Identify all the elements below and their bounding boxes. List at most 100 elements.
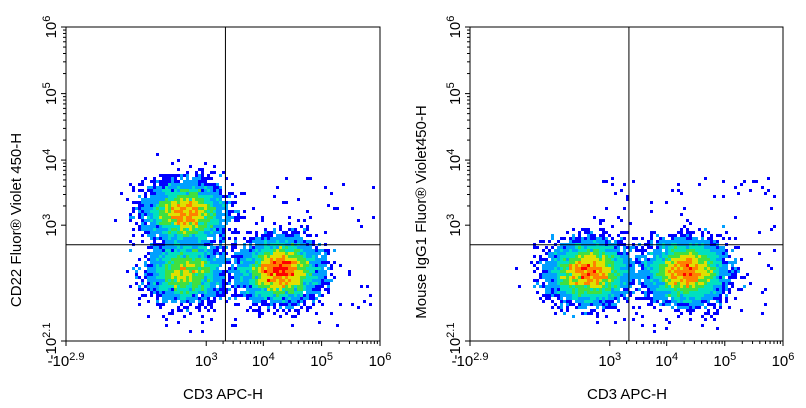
density-cell bbox=[255, 273, 258, 276]
density-cell bbox=[210, 246, 213, 249]
density-cell bbox=[611, 273, 614, 276]
density-cell bbox=[620, 276, 623, 279]
density-cell bbox=[716, 297, 719, 300]
density-cell bbox=[291, 294, 294, 297]
density-cell bbox=[716, 273, 719, 276]
density-cell bbox=[186, 249, 189, 252]
density-cell bbox=[713, 318, 716, 321]
density-cell bbox=[662, 276, 665, 279]
density-cell bbox=[186, 279, 189, 282]
density-cell bbox=[165, 216, 168, 219]
density-cell bbox=[180, 270, 183, 273]
density-cell bbox=[303, 285, 306, 288]
density-cell bbox=[207, 273, 210, 276]
density-cell bbox=[231, 216, 234, 219]
density-cell bbox=[294, 297, 297, 300]
density-cell bbox=[210, 210, 213, 213]
density-cell bbox=[677, 270, 680, 273]
density-cell bbox=[602, 309, 605, 312]
density-cell bbox=[204, 231, 207, 234]
density-cell bbox=[671, 234, 674, 237]
density-cell bbox=[713, 294, 716, 297]
density-cell bbox=[632, 237, 635, 240]
density-cell bbox=[171, 210, 174, 213]
density-cell bbox=[183, 288, 186, 291]
density-cell bbox=[749, 282, 752, 285]
density-cell bbox=[189, 285, 192, 288]
density-cell bbox=[677, 249, 680, 252]
density-cell bbox=[590, 312, 593, 315]
density-cell bbox=[267, 306, 270, 309]
density-cell bbox=[629, 273, 632, 276]
density-cell bbox=[192, 246, 195, 249]
density-cell bbox=[162, 195, 165, 198]
density-cell bbox=[246, 279, 249, 282]
density-cell bbox=[186, 231, 189, 234]
density-cell bbox=[198, 285, 201, 288]
density-cell bbox=[177, 288, 180, 291]
density-cell bbox=[198, 309, 201, 312]
density-cell bbox=[249, 291, 252, 294]
density-cell bbox=[731, 264, 734, 267]
density-cell bbox=[548, 249, 551, 252]
density-cell bbox=[180, 213, 183, 216]
density-cell bbox=[279, 270, 282, 273]
density-cell bbox=[638, 297, 641, 300]
density-cell bbox=[171, 201, 174, 204]
density-cell bbox=[219, 231, 222, 234]
density-cell bbox=[761, 312, 764, 315]
density-cell bbox=[147, 213, 150, 216]
density-cell bbox=[219, 282, 222, 285]
density-cell bbox=[599, 261, 602, 264]
density-cell bbox=[168, 237, 171, 240]
density-cell bbox=[171, 288, 174, 291]
density-cell bbox=[288, 240, 291, 243]
density-cell bbox=[590, 309, 593, 312]
density-cell bbox=[147, 189, 150, 192]
density-cell bbox=[542, 267, 545, 270]
density-cell bbox=[713, 258, 716, 261]
density-cell bbox=[138, 195, 141, 198]
density-cell bbox=[285, 285, 288, 288]
density-cell bbox=[650, 258, 653, 261]
density-cell bbox=[566, 309, 569, 312]
density-cell bbox=[635, 255, 638, 258]
density-cell bbox=[195, 288, 198, 291]
density-cell bbox=[566, 231, 569, 234]
density-cell bbox=[716, 291, 719, 294]
density-cell bbox=[150, 207, 153, 210]
density-cell bbox=[602, 240, 605, 243]
density-cell bbox=[213, 258, 216, 261]
density-cell bbox=[623, 294, 626, 297]
density-cell bbox=[156, 222, 159, 225]
density-cell bbox=[270, 288, 273, 291]
density-cell bbox=[596, 264, 599, 267]
density-cell bbox=[605, 240, 608, 243]
density-cell bbox=[557, 285, 560, 288]
density-cell bbox=[303, 300, 306, 303]
density-cell bbox=[267, 309, 270, 312]
density-cell bbox=[186, 204, 189, 207]
density-cell bbox=[363, 300, 366, 303]
density-cell bbox=[608, 294, 611, 297]
density-cell bbox=[204, 252, 207, 255]
density-cell bbox=[144, 255, 147, 258]
density-cell bbox=[593, 258, 596, 261]
density-cell bbox=[728, 288, 731, 291]
density-cell bbox=[180, 309, 183, 312]
density-cell bbox=[572, 246, 575, 249]
density-cell bbox=[189, 192, 192, 195]
density-cell bbox=[162, 300, 165, 303]
density-cell bbox=[201, 267, 204, 270]
density-cell bbox=[360, 285, 363, 288]
density-cell bbox=[282, 297, 285, 300]
density-cell bbox=[279, 276, 282, 279]
density-cell bbox=[156, 282, 159, 285]
density-cell bbox=[593, 300, 596, 303]
density-cell bbox=[267, 273, 270, 276]
density-cell bbox=[129, 285, 132, 288]
density-cell bbox=[551, 306, 554, 309]
density-cell bbox=[602, 261, 605, 264]
density-cell bbox=[147, 273, 150, 276]
density-cell bbox=[273, 231, 276, 234]
